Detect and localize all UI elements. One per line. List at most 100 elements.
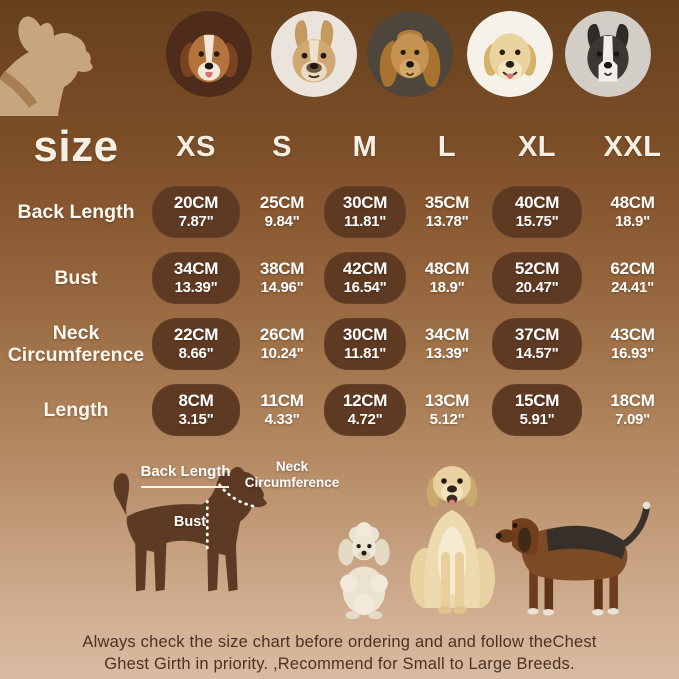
size-cell: 11CM 4.33" <box>240 384 324 436</box>
cell-inch: 24.41" <box>611 279 654 297</box>
golden-retriever-icon <box>467 11 553 97</box>
cell-cm: 35CM <box>424 193 470 212</box>
cell-cm: 34CM <box>173 259 219 278</box>
row-label: Length <box>43 398 109 421</box>
size-cell: 15CM 5.91" <box>492 384 582 436</box>
size-cell: 22CM 8.66" <box>152 318 240 370</box>
cell-inch: 11.81" <box>343 345 387 363</box>
size-cell: 12CM 4.72" <box>324 384 406 436</box>
size-cell: 25CM 9.84" <box>240 186 324 238</box>
poodle-dog-icon <box>338 522 390 620</box>
size-cell: 52CM 20.47" <box>492 252 582 304</box>
cell-inch: 7.87" <box>178 213 214 231</box>
size-cell: 37CM 14.57" <box>492 318 582 370</box>
cell-cm: 18CM <box>610 391 655 410</box>
french-bulldog-icon <box>271 11 357 97</box>
cell-inch: 7.09" <box>615 411 650 429</box>
footer-note-line2: Ghest Girth in priority. ,Recommend for … <box>104 655 575 673</box>
row-label: Neck Circumference <box>7 321 145 366</box>
cell-inch: 5.91" <box>519 411 555 429</box>
diagram-neck-label: Neck Circumference <box>238 459 346 491</box>
size-cell: 34CM 13.39" <box>152 252 240 304</box>
column-header-m: M <box>352 130 378 163</box>
diagram-back-length-label: Back Length <box>140 463 231 480</box>
cell-cm: 22CM <box>173 325 219 344</box>
cell-inch: 16.93" <box>611 345 654 363</box>
cell-inch: 13.78" <box>425 213 469 231</box>
cell-inch: 15.75" <box>515 213 559 231</box>
cell-cm: 30CM <box>342 193 388 212</box>
row-label: Back Length <box>17 200 135 223</box>
size-cell: 42CM 16.54" <box>324 252 406 304</box>
size-title: size <box>33 122 119 171</box>
cell-cm: 48CM <box>610 193 655 212</box>
size-cell: 48CM 18.9" <box>406 252 488 304</box>
cell-inch: 18.9" <box>615 213 650 231</box>
cell-inch: 9.84" <box>264 213 300 231</box>
cell-inch: 4.33" <box>264 411 300 429</box>
size-cell: 8CM 3.15" <box>152 384 240 436</box>
table-row-length: Length 8CM 3.15" 11CM 4.33" 12CM 4.72" 13CM… <box>0 384 679 436</box>
cell-cm: 38CM <box>259 259 305 278</box>
cell-cm: 11CM <box>260 391 304 410</box>
cell-cm: 34CM <box>424 325 470 344</box>
row-label: Bust <box>54 266 98 289</box>
footer-note-line1: Always check the size chart before order… <box>82 633 597 651</box>
size-header-row: size XS S M L XL XXL <box>0 116 679 178</box>
cell-cm: 62CM <box>610 259 655 278</box>
size-cell: 13CM 5.12" <box>406 384 488 436</box>
cell-cm: 15CM <box>514 391 560 410</box>
table-row-bust: Bust 34CM 13.39" 38CM 14.96" 42CM 16.54" 48… <box>0 252 679 304</box>
cell-inch: 3.15" <box>178 411 214 429</box>
cell-inch: 14.96" <box>260 279 304 297</box>
cell-inch: 13.39" <box>425 345 469 363</box>
column-header-xxl: XXL <box>603 130 662 163</box>
cell-inch: 18.9" <box>429 279 465 297</box>
cell-inch: 20.47" <box>515 279 559 297</box>
cell-cm: 40CM <box>514 193 560 212</box>
cell-cm: 42CM <box>342 259 388 278</box>
cell-inch: 4.72" <box>347 411 383 429</box>
labrador-dog-icon <box>410 466 495 614</box>
border-collie-icon <box>565 11 651 97</box>
size-cell: 26CM 10.24" <box>240 318 324 370</box>
beagle-dog-icon <box>166 11 252 97</box>
diagram-bust-label: Bust <box>173 514 207 530</box>
cell-cm: 37CM <box>514 325 560 344</box>
dog-head-logo-icon <box>0 16 93 116</box>
back-length-underline <box>141 486 229 488</box>
size-cell: 20CM 7.87" <box>152 186 240 238</box>
size-cell: 30CM 11.81" <box>324 186 406 238</box>
neck-label-line1: Neck <box>275 459 309 474</box>
cell-cm: 26CM <box>259 325 305 344</box>
size-cell: 34CM 13.39" <box>406 318 488 370</box>
cell-inch: 5.12" <box>429 411 465 429</box>
cell-inch: 11.81" <box>343 213 387 231</box>
cell-cm: 12CM <box>342 391 388 410</box>
table-row-neck-circumference: Neck Circumference 22CM 8.66" 26CM 10.24" … <box>0 318 679 370</box>
size-cell: 48CM 18.9" <box>588 186 678 238</box>
cell-cm: 43CM <box>610 325 655 344</box>
cell-inch: 13.39" <box>174 279 218 297</box>
column-header-xs: XS <box>176 130 216 163</box>
cell-cm: 25CM <box>259 193 305 212</box>
size-cell: 38CM 14.96" <box>240 252 324 304</box>
size-cell: 40CM 15.75" <box>492 186 582 238</box>
column-header-s: S <box>272 130 292 163</box>
cell-cm: 48CM <box>424 259 470 278</box>
table-row-back-length: Back Length 20CM 7.87" 25CM 9.84" 30CM 11.8… <box>0 186 679 238</box>
cell-inch: 10.24" <box>260 345 304 363</box>
size-cell: 43CM 16.93" <box>588 318 678 370</box>
size-cell: 35CM 13.78" <box>406 186 488 238</box>
cell-cm: 52CM <box>514 259 560 278</box>
cell-cm: 20CM <box>173 193 219 212</box>
cell-cm: 13CM <box>424 391 470 410</box>
size-cell: 18CM 7.09" <box>588 384 678 436</box>
size-cell: 30CM 11.81" <box>324 318 406 370</box>
column-header-xl: XL <box>517 130 557 163</box>
cell-inch: 16.54" <box>343 279 387 297</box>
cell-inch: 14.57" <box>515 345 559 363</box>
hound-dog-icon <box>495 501 651 616</box>
size-cell: 62CM 24.41" <box>588 252 678 304</box>
